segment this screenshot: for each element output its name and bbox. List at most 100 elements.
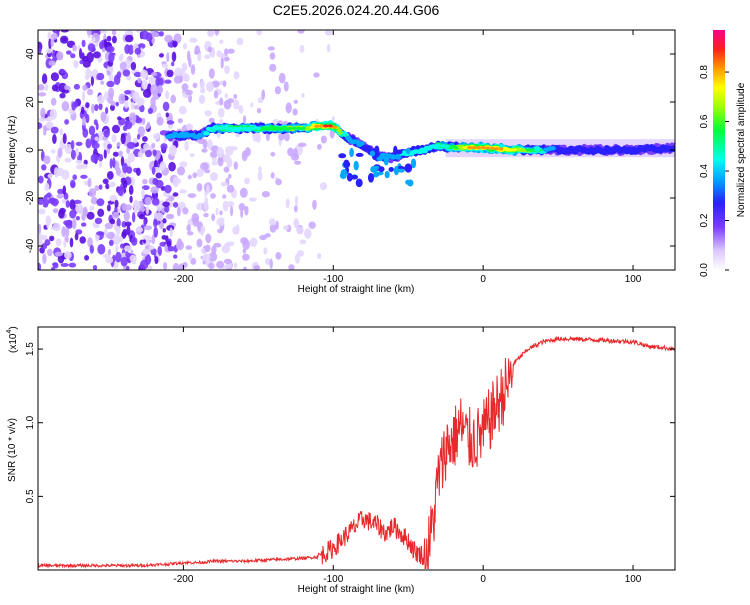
noise-speckle [283, 225, 290, 231]
noise-speckle [108, 73, 114, 82]
ridge-peak [440, 144, 446, 148]
noise-speckle [222, 200, 229, 212]
y-tick-label: 40 [25, 48, 36, 60]
noise-speckle [59, 35, 69, 44]
noise-speckle [100, 80, 105, 85]
noise-speckle [216, 147, 225, 158]
noise-speckle [58, 54, 63, 60]
noise-speckle [220, 181, 228, 187]
noise-speckle [270, 151, 276, 157]
noise-speckle [157, 77, 164, 86]
noise-speckle [88, 188, 97, 198]
noise-speckle [162, 218, 167, 224]
ridge-scatter [353, 160, 359, 171]
noise-speckle [207, 46, 213, 53]
y-tick-label: 0.5 [25, 489, 36, 503]
noise-speckle [152, 177, 159, 186]
colorbar-tick-label: 0.6 [699, 114, 710, 128]
noise-speckle [71, 218, 77, 230]
noise-speckle [81, 222, 87, 227]
noise-speckle [117, 116, 122, 121]
noise-speckle [91, 37, 96, 43]
chart-title: C2E5.2026.024.20.44.G06 [273, 2, 440, 18]
noise-speckle [201, 148, 208, 153]
noise-speckle [41, 164, 47, 171]
noise-speckle [242, 239, 250, 251]
noise-speckle [79, 236, 86, 244]
noise-speckle [152, 32, 160, 38]
noise-speckle [244, 147, 251, 157]
noise-speckle [224, 56, 230, 62]
noise-speckle [190, 64, 196, 75]
noise-speckle [96, 198, 105, 207]
x-tick-label: -100 [323, 574, 343, 585]
noise-speckle [71, 101, 77, 111]
noise-speckle [160, 143, 168, 151]
noise-speckle [50, 198, 59, 206]
noise-speckle [295, 195, 298, 207]
noise-speckle [196, 168, 204, 178]
ridge-scatter [355, 178, 363, 188]
noise-speckle [326, 43, 331, 53]
noise-speckle [140, 30, 150, 40]
ridge-cell [203, 131, 210, 136]
noise-speckle [204, 244, 211, 253]
ridge-peak [521, 148, 527, 152]
noise-speckle [145, 205, 149, 215]
noise-speckle [264, 233, 271, 238]
noise-speckle [138, 43, 146, 49]
noise-speckle [132, 212, 136, 223]
noise-speckle [60, 30, 69, 33]
ridge-peak [215, 126, 221, 130]
noise-speckle [317, 253, 322, 259]
noise-speckle [269, 218, 276, 226]
noise-speckle [205, 233, 212, 244]
noise-speckle [161, 63, 169, 68]
noise-speckle [38, 197, 45, 205]
noise-speckle [61, 101, 70, 112]
noise-speckle [105, 107, 109, 115]
ridge-peak [296, 126, 302, 130]
noise-speckle [102, 47, 106, 53]
noise-speckle [269, 223, 277, 233]
ridge-peak [516, 148, 522, 152]
noise-speckle [52, 222, 61, 232]
noise-speckle [228, 174, 232, 179]
noise-speckle [197, 138, 206, 145]
noise-speckle [139, 104, 145, 113]
noise-speckle [60, 263, 69, 267]
noise-speckle [226, 184, 235, 193]
noise-speckle [220, 57, 224, 69]
noise-speckle [51, 84, 59, 92]
noise-speckle [142, 136, 148, 142]
colorbar-gradient [713, 30, 725, 270]
noise-speckle [171, 51, 177, 62]
ridge-peak [480, 146, 486, 150]
noise-speckle [219, 97, 224, 106]
noise-speckle [204, 110, 212, 117]
noise-speckle [47, 31, 52, 41]
noise-speckle [141, 79, 148, 90]
noise-speckle [87, 43, 96, 52]
noise-speckle [107, 143, 112, 149]
ridge-peak [498, 147, 504, 151]
noise-speckle [151, 72, 158, 77]
noise-speckle [109, 194, 118, 202]
ridge-peak [282, 126, 288, 130]
noise-speckle [82, 128, 89, 138]
noise-speckle [99, 41, 103, 50]
noise-speckle [161, 235, 167, 240]
noise-speckle [261, 89, 266, 100]
noise-speckle [124, 245, 132, 252]
ridge-peak [507, 148, 513, 152]
noise-speckle [119, 61, 127, 71]
noise-speckle [152, 133, 160, 140]
noise-speckle [51, 266, 55, 270]
noise-speckle [159, 161, 166, 171]
noise-speckle [155, 172, 163, 179]
x-tick-label: 0 [480, 574, 486, 585]
noise-speckle [166, 213, 175, 220]
ridge-peak [251, 126, 257, 130]
noise-speckle [68, 262, 77, 268]
noise-speckle [123, 179, 128, 189]
